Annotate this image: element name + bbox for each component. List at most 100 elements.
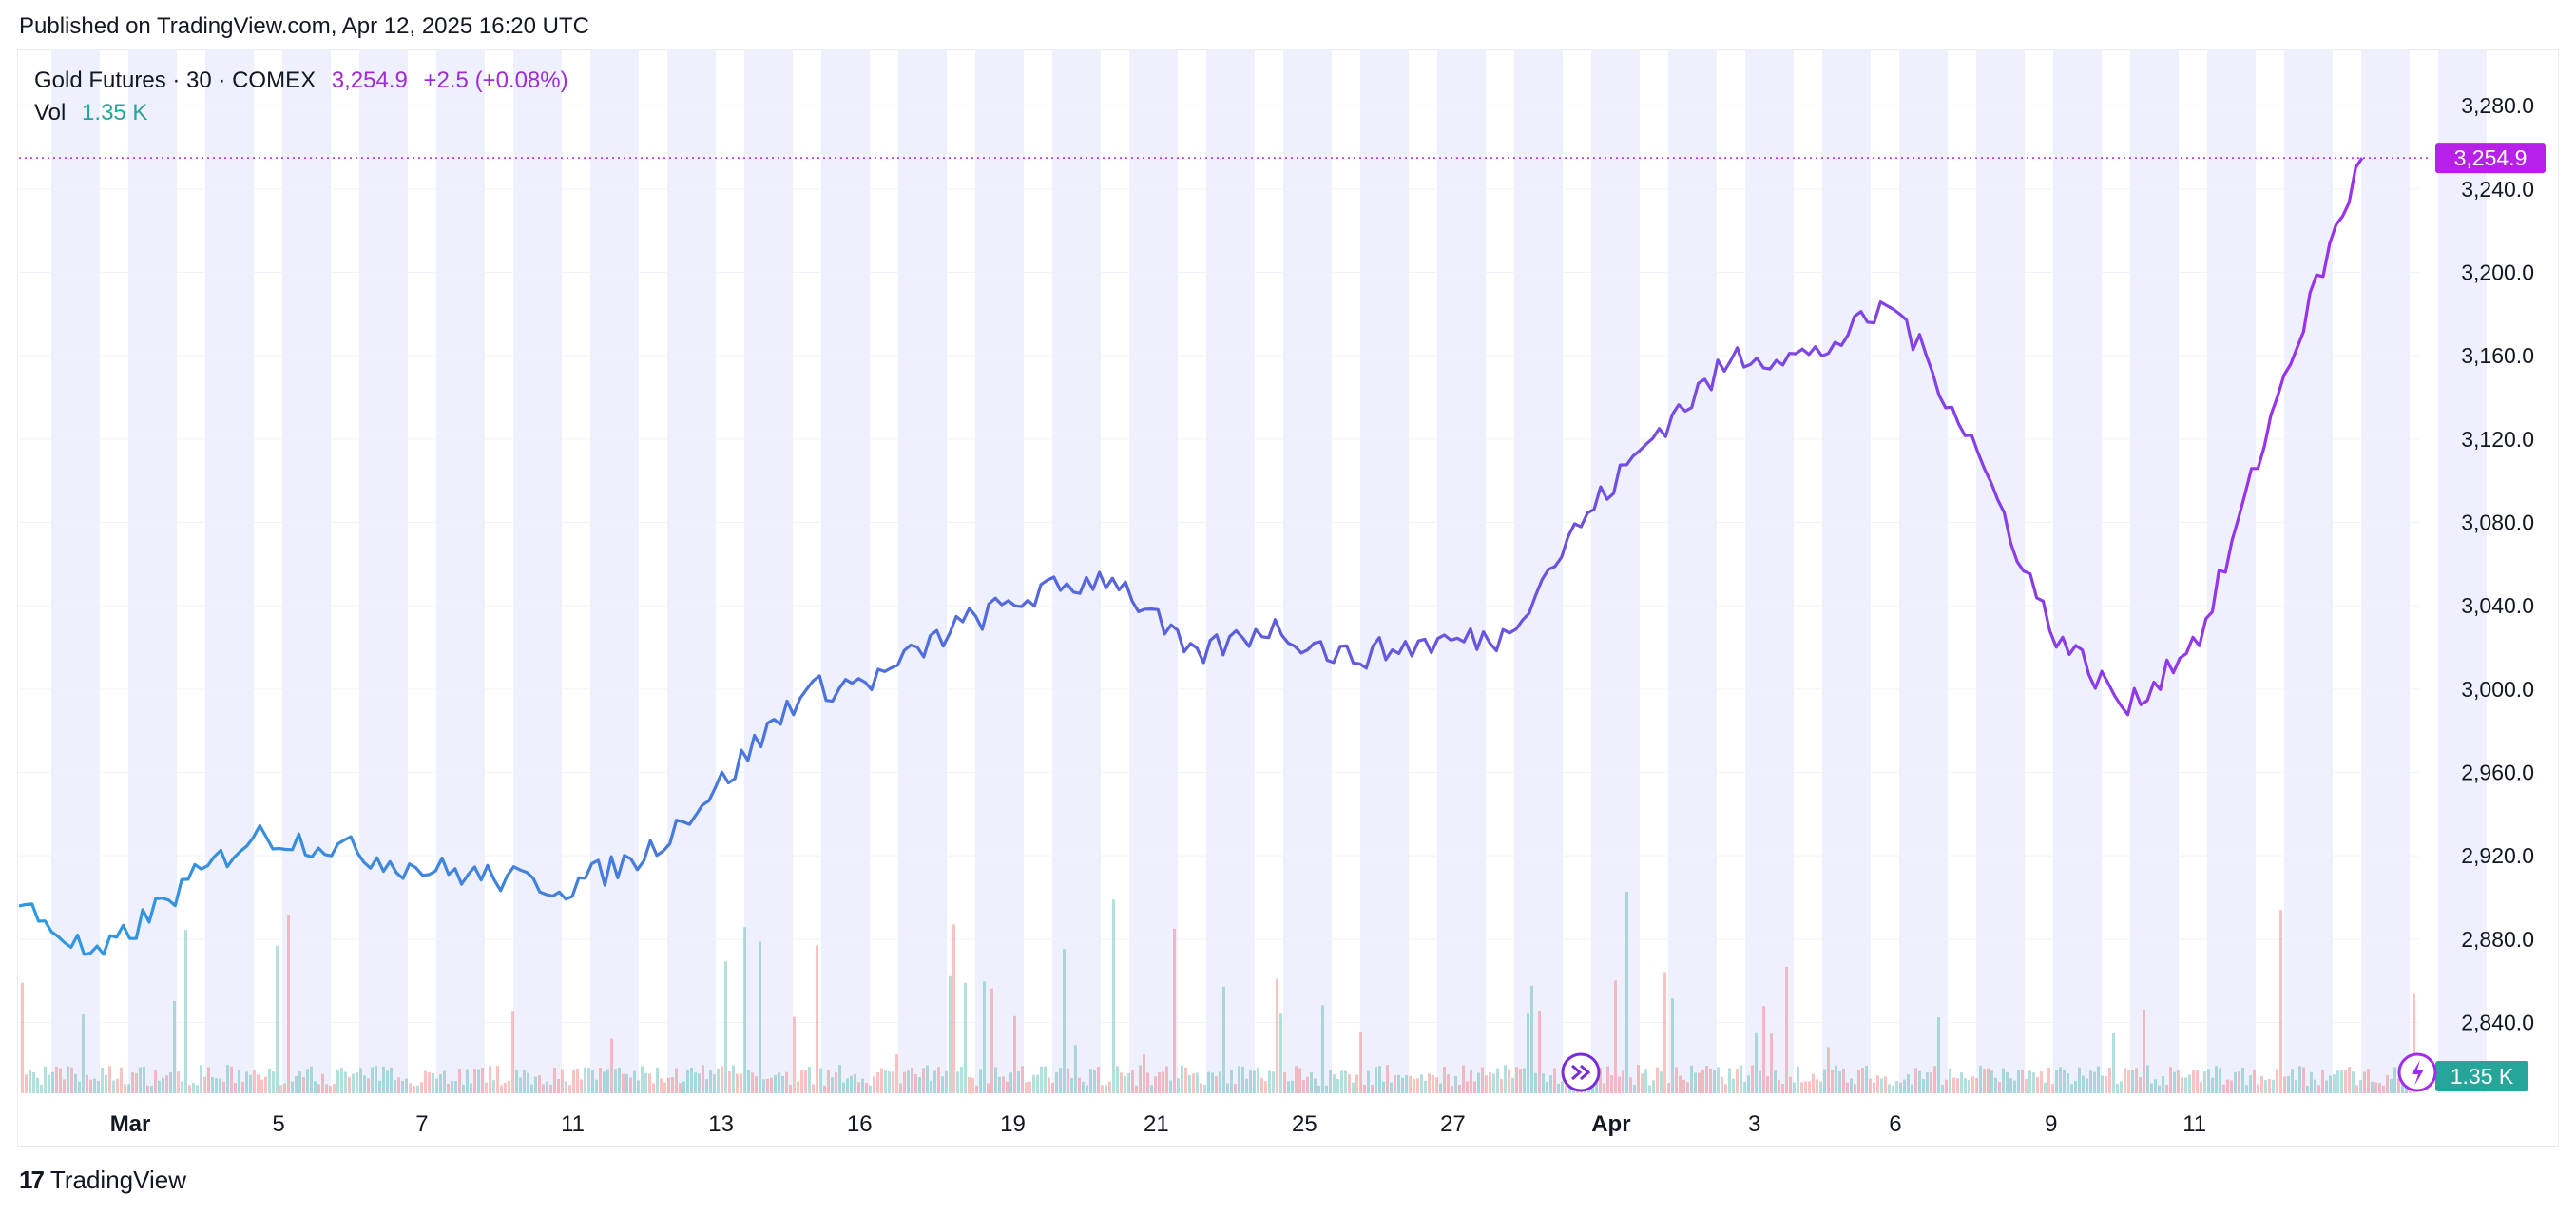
volume-bar	[211, 1077, 214, 1093]
volume-bar	[1606, 1066, 1609, 1093]
volume-bar	[785, 1071, 788, 1093]
volume-bar	[2059, 1067, 2062, 1093]
volume-bar	[348, 1077, 351, 1093]
volume-bar	[2184, 1077, 2187, 1093]
volume-bar	[2108, 1067, 2111, 1093]
volume-bar	[2257, 1084, 2259, 1093]
volume-bar	[401, 1080, 404, 1093]
volume-bar	[1409, 1075, 1412, 1093]
y-tick-label: 2,960.0	[2461, 760, 2534, 784]
volume-bar	[2112, 1032, 2115, 1093]
volume-bar	[1949, 1068, 1951, 1093]
volume-bar	[1169, 1080, 1172, 1093]
volume-bar	[759, 941, 761, 1093]
volume-bar	[116, 1078, 119, 1093]
volume-bar	[1994, 1077, 1997, 1093]
volume-bar	[2021, 1069, 2024, 1093]
volume-bar	[1496, 1068, 1499, 1093]
volume-bar	[1561, 1081, 1564, 1093]
symbol-label[interactable]: Gold Futures · 30 · COMEX	[34, 68, 317, 93]
volume-bar	[1048, 1077, 1050, 1093]
volume-bar	[325, 1084, 328, 1093]
volume-bar	[2264, 1080, 2267, 1093]
session-band	[590, 49, 639, 1093]
volume-bar	[1682, 1079, 1685, 1093]
volume-bar	[652, 1083, 655, 1093]
volume-bar	[1941, 1085, 1944, 1093]
volume-bar	[557, 1078, 560, 1093]
y-tick-label: 3,080.0	[2461, 510, 2534, 534]
volume-bar	[1036, 1074, 1039, 1093]
lightning-circle-icon[interactable]	[2397, 1052, 2437, 1092]
session-band	[436, 49, 485, 1093]
volume-bar	[1291, 1080, 1294, 1093]
volume-bar	[549, 1084, 552, 1093]
volume-bar	[1454, 1076, 1457, 1093]
volume-bar	[774, 1074, 777, 1093]
volume-bar	[1013, 1015, 1016, 1093]
volume-bar	[363, 1075, 366, 1093]
volume-bar	[1314, 1078, 1317, 1093]
volume-bar	[751, 1072, 754, 1093]
volume-bar	[690, 1067, 693, 1093]
volume-bar	[2013, 1080, 2016, 1093]
volume-bar	[1272, 1071, 1275, 1093]
volume-bar	[1975, 1078, 1978, 1093]
volume-bar	[2127, 1070, 2130, 1093]
volume-bar	[131, 1072, 134, 1093]
volume-bar	[2260, 1075, 2263, 1093]
volume-bar	[1956, 1078, 1959, 1093]
volume-bar	[1101, 1085, 1104, 1093]
volume-bar	[1911, 1084, 1913, 1093]
volume-bar	[1747, 1075, 1750, 1093]
volume-bar	[1990, 1070, 1993, 1093]
volume-bar	[196, 1085, 199, 1093]
volume-bar	[983, 981, 986, 1093]
volume-bar	[371, 1067, 374, 1093]
volume-bar	[1770, 1033, 1773, 1093]
volume-bar	[1952, 1077, 1955, 1093]
volume-bar	[200, 1065, 202, 1093]
current-price-text: 3,254.9	[2454, 145, 2528, 170]
volume-bar	[2253, 1069, 2256, 1093]
volume-bar	[1603, 1083, 1605, 1093]
volume-bar	[2135, 1068, 2138, 1093]
volume-bar	[922, 1068, 925, 1093]
volume-bar	[1462, 1065, 1465, 1093]
volume-title[interactable]: Vol	[34, 100, 67, 125]
volume-bar	[1819, 1081, 1822, 1093]
volume-bar	[1336, 1078, 1339, 1093]
volume-bar	[101, 1068, 104, 1093]
y-tick-label: 3,120.0	[2461, 427, 2534, 452]
volume-bar	[876, 1072, 879, 1093]
fast-forward-circle-icon[interactable]	[1561, 1052, 1601, 1092]
volume-bar	[2154, 1079, 2157, 1093]
volume-bar	[314, 1081, 317, 1093]
volume-bar	[150, 1085, 153, 1093]
volume-bar	[918, 1077, 921, 1093]
volume-bar	[93, 1078, 96, 1093]
volume-bar	[1869, 1078, 1872, 1093]
volume-bar	[1249, 1070, 1252, 1093]
tradingview-logo[interactable]: 17 TradingView	[19, 1166, 186, 1195]
volume-bar	[2047, 1067, 2050, 1093]
volume-bar	[508, 1081, 510, 1093]
volume-bar	[1241, 1066, 1244, 1093]
volume-bar	[279, 1085, 282, 1093]
volume-bar	[2025, 1079, 2028, 1093]
volume-bar	[527, 1072, 529, 1093]
volume-bar	[1306, 1076, 1309, 1093]
volume-bar	[59, 1068, 62, 1093]
volume-bar	[1006, 1081, 1009, 1093]
volume-bar	[397, 1077, 400, 1093]
volume-bar	[2146, 1065, 2149, 1093]
volume-bar	[850, 1075, 853, 1093]
volume-bar	[2413, 993, 2415, 1093]
session-band	[2130, 49, 2179, 1093]
volume-bar	[120, 1067, 123, 1093]
x-tick-label: 7	[415, 1111, 428, 1137]
price-series-line[interactable]	[18, 157, 2364, 956]
volume-bar	[724, 961, 727, 1093]
volume-bar	[812, 1084, 815, 1093]
